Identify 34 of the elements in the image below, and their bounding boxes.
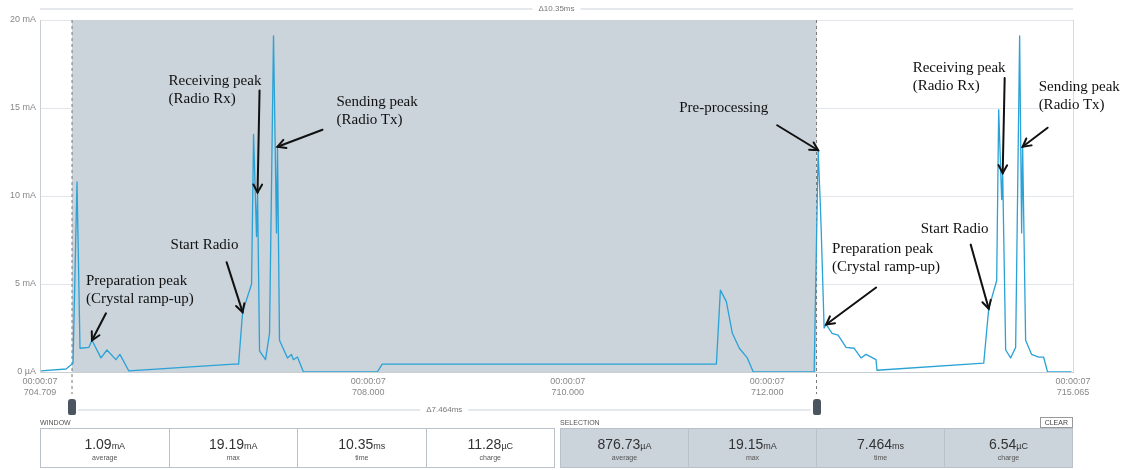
text: 10.35ms [337,435,387,452]
text: 19.15mA [727,435,778,452]
text: 19.19mA [207,435,259,452]
y-tick-label: 10 mA [9,190,36,201]
annotation: Receiving peak (Radio Rx) [168,71,262,107]
x-tick-label: 712.000 [751,386,784,397]
annotation: Pre-processing [679,98,769,115]
text: Δ7.464ms [426,405,463,415]
annotation: Sending peak (Radio Tx) [1038,78,1121,114]
x-tick-label: 704.709 [23,386,57,397]
annotation: Start Radio [920,220,989,237]
x-axis-title: 00:00:07 [22,375,58,386]
annotation: Preparation peak (Crystal ramp-up) [832,239,941,275]
text: 6.54µC [988,435,1029,452]
annotation: Preparation peak (Crystal ramp-up) [85,271,194,307]
x-tick-label: 708.000 [352,386,385,397]
text: 11.28µC [466,435,515,452]
annotation: Receiving peak (Radio Rx) [912,58,1007,94]
y-tick-label: 0 µA [17,366,36,377]
text: Δ10.35ms [538,4,575,14]
text: 876.73µA [596,435,653,452]
y-tick-label: 5 mA [14,278,36,289]
text: 00:00:07 [350,375,386,386]
y-tick-label: 20 mA [9,14,36,25]
text: 1.09mA [83,435,127,452]
text: 7.464ms [855,435,905,452]
x-tick-label: 710.000 [551,386,585,397]
y-tick-label: 15 mA [9,102,36,113]
annotation: Start Radio [170,235,239,252]
x-tick-label: 715.065 [1056,386,1090,397]
text: 00:00:07 [550,375,586,386]
annotation: Sending peak (Radio Tx) [336,93,419,129]
text: 00:00:07 [1055,375,1091,386]
text: 00:00:07 [749,375,785,386]
